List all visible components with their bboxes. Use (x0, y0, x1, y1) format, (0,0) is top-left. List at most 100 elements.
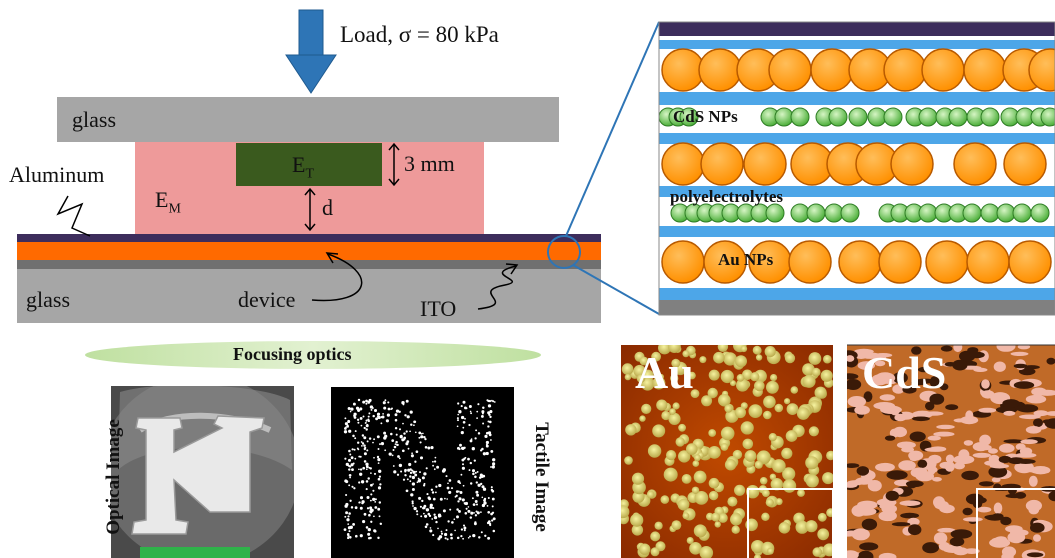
tactile-dot (388, 452, 392, 456)
afm-au-particle (734, 484, 746, 496)
tactile-dot (469, 439, 473, 443)
tactile-dot (438, 483, 442, 488)
afm-au-particle (720, 426, 735, 441)
tactile-dot (404, 468, 407, 472)
afm-au-particle (781, 447, 793, 459)
tactile-dot (350, 407, 354, 411)
afm-au-particle (718, 513, 728, 523)
tactile-dot (398, 410, 401, 413)
tactile-dot (455, 490, 459, 493)
tactile-dot (365, 488, 368, 491)
afm-cds-grain (857, 550, 874, 558)
tactile-dot (489, 410, 493, 414)
afm-au-particle (636, 374, 646, 383)
tactile-dot (391, 454, 394, 457)
afm-cds-grain (878, 510, 897, 522)
afm-cds-grain (909, 456, 919, 462)
tactile-dot (484, 434, 488, 438)
tactile-dot (478, 476, 482, 479)
tactile-dot (354, 437, 357, 440)
tactile-dot (424, 525, 428, 529)
tactile-dot (362, 520, 366, 524)
afm-au-particle (805, 474, 819, 488)
tactile-dot (418, 431, 422, 435)
afm-au-particle (678, 423, 686, 432)
tactile-dot (344, 422, 348, 426)
afm-au-particle (693, 470, 707, 484)
tactile-dot (401, 401, 405, 405)
tactile-dot (418, 496, 422, 500)
afm-au-particle (759, 477, 768, 485)
tactile-dot (358, 468, 360, 471)
tactile-dot (442, 509, 446, 513)
tactile-dot (367, 400, 371, 404)
afm-cds-grain (978, 407, 997, 413)
afm-cds-grain (1048, 491, 1055, 502)
tactile-dot (415, 450, 419, 454)
tactile-dot (486, 399, 489, 402)
tactile-dot (349, 476, 352, 479)
tactile-dot (413, 424, 415, 427)
tactile-dot (347, 407, 351, 410)
afm-cds-grain (963, 440, 974, 446)
afm-au-particle (730, 513, 743, 526)
tactile-dot (488, 420, 492, 424)
tactile-dot (487, 497, 490, 499)
pe-band-5 (659, 226, 1055, 237)
tactile-dot (457, 480, 461, 484)
tactile-dot (344, 515, 347, 518)
tactile-dot (485, 443, 488, 446)
afm-cds-grain (1025, 426, 1042, 434)
tactile-dot (373, 472, 377, 475)
tactile-dot (463, 529, 466, 532)
tactile-dot (392, 465, 395, 467)
afm-au-particle (718, 393, 731, 407)
tactile-dot (372, 489, 375, 492)
tactile-dot (491, 505, 494, 508)
ito-label: ITO (420, 296, 457, 321)
tactile-dot (465, 507, 468, 510)
tactile-dot (487, 510, 491, 514)
tactile-dot (424, 446, 428, 449)
tactile-dot (367, 477, 370, 480)
tactile-dot (367, 527, 371, 532)
afm-au-particle (748, 404, 763, 418)
tactile-dot (425, 523, 428, 526)
pe-band-2 (659, 92, 1055, 105)
afm-cds-grain (857, 500, 878, 510)
afm-cds-grain (996, 345, 1016, 352)
tactile-dot (351, 448, 354, 451)
afm-cds-grain (1026, 467, 1041, 473)
focusing-optics (85, 341, 541, 369)
afm-au-particle (754, 380, 765, 392)
tactile-dot (346, 425, 349, 428)
afm-au-particle (672, 402, 680, 410)
afm-au-particle (621, 363, 634, 375)
tactile-dot (385, 419, 389, 423)
afm-au-particle (790, 386, 799, 394)
tactile-dot (409, 410, 413, 414)
optical-image-label: Optical Image (103, 419, 124, 535)
tactile-dot (378, 469, 382, 473)
tactile-dot (471, 447, 475, 451)
afm-au-particle (647, 444, 662, 458)
tactile-dot (446, 486, 450, 490)
afm-au-particle (668, 345, 681, 353)
afm-au-particle (693, 524, 707, 538)
tactile-dot (469, 516, 473, 519)
tactile-dot (395, 440, 398, 444)
tactile-dot (376, 412, 381, 416)
tactile-dot (433, 515, 438, 520)
tactile-dot (491, 519, 494, 522)
tactile-dot (437, 527, 439, 530)
tactile-dot (477, 483, 481, 487)
tactile-dot (483, 501, 487, 505)
tactile-dot (487, 411, 491, 415)
afm-au-particle (666, 450, 677, 461)
afm-au-particle (686, 537, 694, 544)
afm-cds-grain (1026, 552, 1044, 558)
afm-au-particle (724, 404, 733, 413)
tactile-dot (354, 430, 357, 433)
afm-au-particle (656, 399, 668, 411)
tactile-dot (349, 410, 352, 413)
